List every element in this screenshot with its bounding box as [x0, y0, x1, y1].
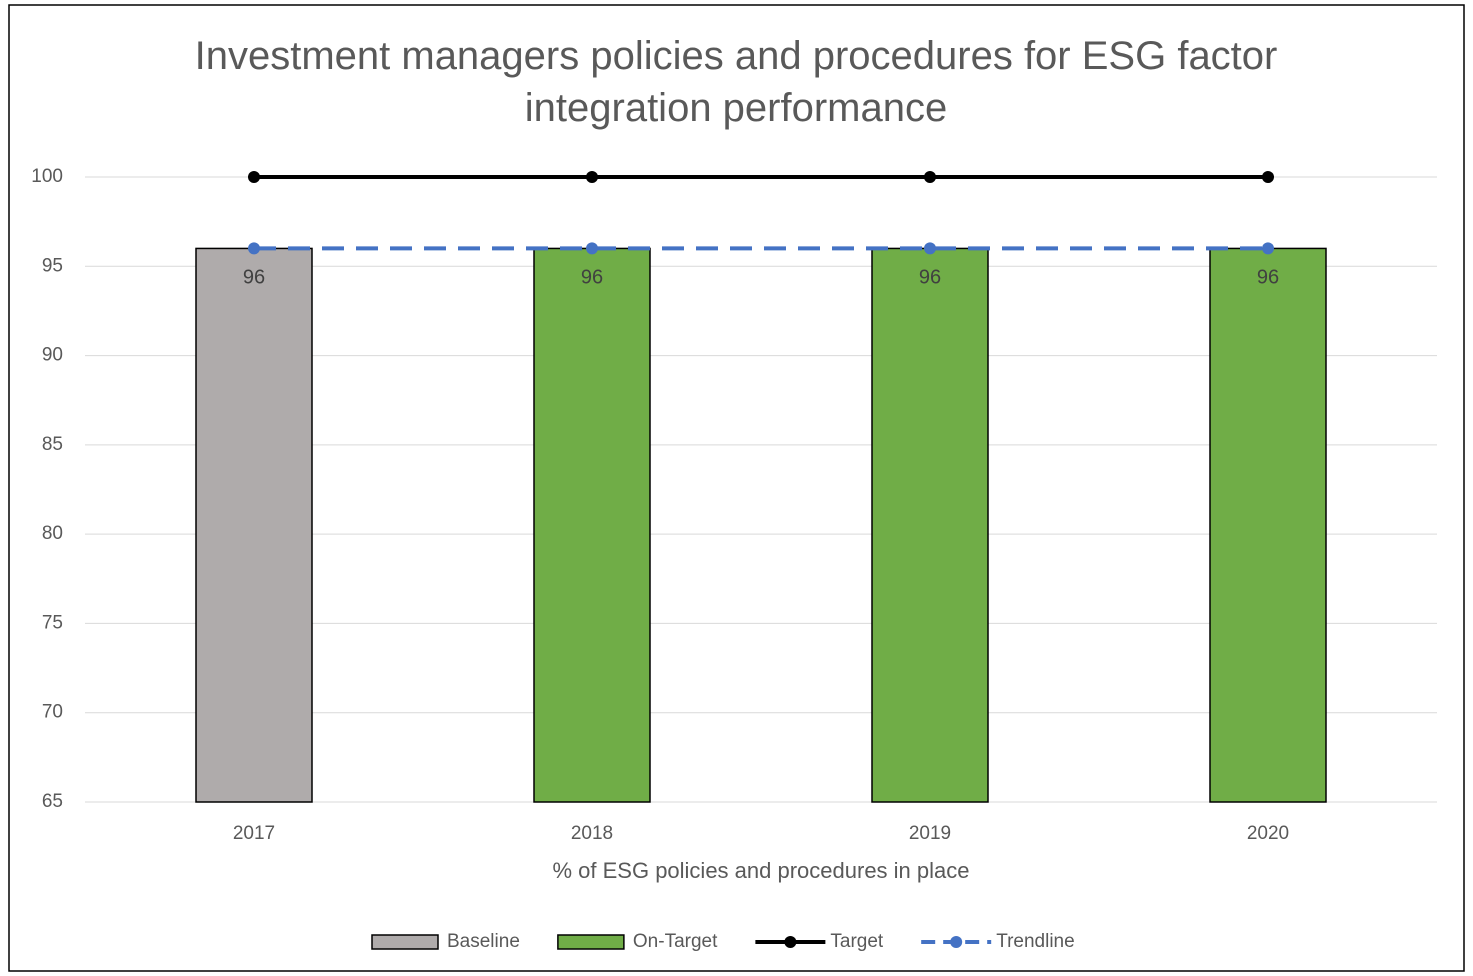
line-marker: [586, 242, 598, 255]
y-tick-label: 65: [42, 791, 63, 812]
line-marker: [1262, 171, 1274, 183]
legend-marker: [950, 936, 963, 948]
chart-title: Investment managers policies and procedu…: [194, 34, 1278, 130]
data-label: 96: [581, 267, 603, 289]
legend-label: Trendline: [996, 931, 1075, 952]
y-tick-label: 70: [42, 702, 63, 723]
line-marker: [586, 171, 598, 183]
legend-label: On-Target: [633, 931, 718, 952]
x-tick-label: 2019: [909, 823, 951, 844]
bar: [195, 247, 313, 803]
x-tick-label: 2020: [1247, 823, 1289, 844]
line-marker: [924, 242, 936, 255]
legend-swatch: [371, 934, 439, 950]
bar: [1209, 247, 1327, 803]
line-marker: [248, 242, 260, 255]
x-axis-label: % of ESG policies and procedures in plac…: [552, 858, 969, 883]
legend-label: Baseline: [447, 931, 520, 952]
x-tick-label: 2017: [233, 823, 275, 844]
line-marker: [248, 171, 260, 183]
y-tick-label: 100: [31, 166, 63, 187]
line-marker: [1262, 242, 1274, 255]
legend-swatch: [557, 934, 625, 950]
data-label: 96: [1257, 267, 1279, 289]
x-tick-label: 2018: [571, 823, 613, 844]
y-tick-label: 80: [42, 523, 63, 544]
y-tick-label: 85: [42, 434, 63, 455]
legend-marker: [784, 936, 797, 948]
y-tick-label: 90: [42, 345, 63, 366]
data-label: 96: [243, 267, 265, 289]
bar: [533, 247, 651, 803]
y-tick-label: 95: [42, 255, 63, 276]
data-label: 96: [919, 267, 941, 289]
line-marker: [924, 171, 936, 183]
legend-label: Target: [830, 931, 884, 952]
bar: [871, 247, 989, 803]
y-tick-label: 75: [42, 612, 63, 633]
